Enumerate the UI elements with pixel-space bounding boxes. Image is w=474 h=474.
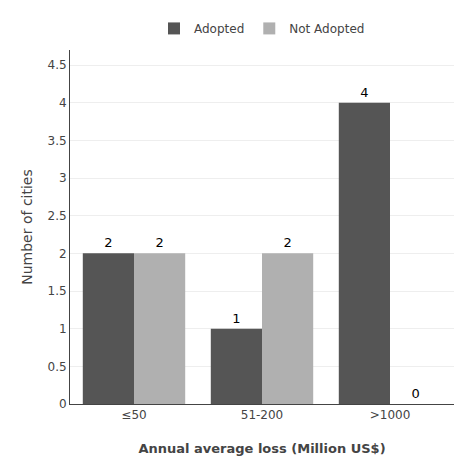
svg-text:Annual average loss (Million U: Annual average loss (Million US$) — [138, 441, 385, 456]
svg-text:4.5: 4.5 — [48, 58, 67, 72]
svg-text:2: 2 — [104, 235, 112, 250]
svg-text:1.5: 1.5 — [48, 284, 67, 298]
svg-text:3.5: 3.5 — [48, 134, 67, 148]
svg-text:0: 0 — [59, 397, 67, 411]
svg-text:3: 3 — [59, 171, 67, 185]
svg-text:0: 0 — [411, 386, 419, 401]
svg-text:4: 4 — [59, 96, 67, 110]
svg-text:Not Adopted: Not Adopted — [289, 22, 364, 36]
svg-text:4: 4 — [360, 85, 368, 100]
svg-text:1: 1 — [232, 311, 240, 326]
svg-text:2: 2 — [155, 235, 163, 250]
svg-text:2: 2 — [59, 247, 67, 261]
svg-text:2.5: 2.5 — [48, 209, 67, 223]
svg-text:1: 1 — [59, 322, 67, 336]
svg-text:>1000: >1000 — [370, 408, 411, 422]
svg-text:0.5: 0.5 — [48, 360, 67, 374]
svg-text:≤50: ≤50 — [121, 408, 146, 422]
svg-text:51-200: 51-200 — [241, 408, 284, 422]
svg-text:2: 2 — [283, 235, 291, 250]
svg-text:Number of cities: Number of cities — [19, 169, 35, 285]
svg-text:Adopted: Adopted — [194, 22, 244, 36]
